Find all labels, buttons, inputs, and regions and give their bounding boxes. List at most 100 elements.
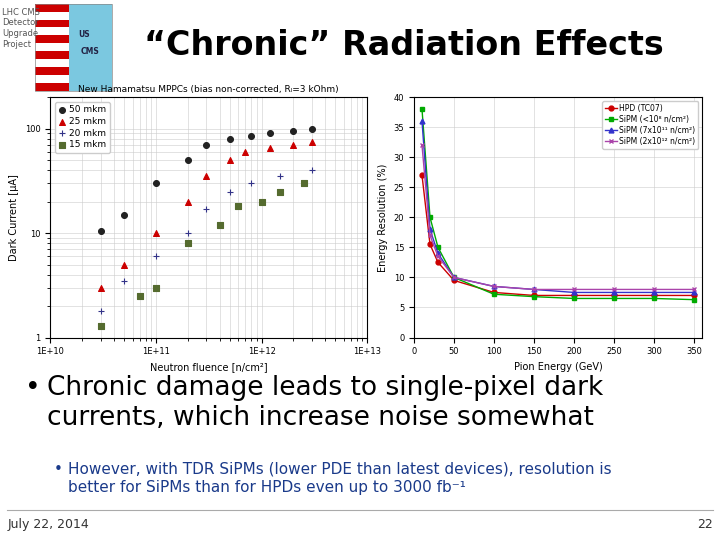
Text: However, with TDR SiPMs (lower PDE than latest devices), resolution is
better fo: However, with TDR SiPMs (lower PDE than … <box>68 462 612 495</box>
50 mkm <box>95 227 107 235</box>
SiPM (<10⁸ n/cm²) <box>690 296 698 303</box>
50 mkm <box>246 132 257 140</box>
Legend: 50 mkm, 25 mkm, 20 mkm, 15 mkm: 50 mkm, 25 mkm, 20 mkm, 15 mkm <box>55 102 110 153</box>
SiPM (<10⁸ n/cm²) <box>570 295 578 302</box>
25 mkm <box>306 137 318 146</box>
HPD (TC07) <box>426 241 434 248</box>
SiPM (2x10¹² n/cm²) <box>610 286 618 293</box>
50 mkm <box>150 179 162 187</box>
25 mkm <box>264 144 276 152</box>
Bar <box>35 83 69 91</box>
15 mkm <box>150 284 162 292</box>
Text: CMS: CMS <box>81 47 100 56</box>
20 mkm <box>224 187 235 196</box>
15 mkm <box>134 292 145 300</box>
SiPM (7x10¹¹ n/cm²) <box>490 283 498 289</box>
Title: New Hamamatsu MPPCs (bias non-corrected, Rₗ=3 kOhm): New Hamamatsu MPPCs (bias non-corrected,… <box>78 85 339 93</box>
20 mkm <box>95 307 107 315</box>
HPD (TC07) <box>570 292 578 299</box>
Text: Chronic damage leads to single-pixel dark
currents, which increase noise somewha: Chronic damage leads to single-pixel dar… <box>47 375 603 431</box>
SiPM (2x10¹² n/cm²) <box>418 142 426 149</box>
50 mkm <box>182 156 194 164</box>
X-axis label: Neutron fluence [n/cm²]: Neutron fluence [n/cm²] <box>150 362 268 372</box>
25 mkm <box>201 172 212 180</box>
25 mkm <box>150 229 162 238</box>
SiPM (7x10¹¹ n/cm²) <box>418 118 426 125</box>
50 mkm <box>287 127 299 136</box>
SiPM (<10⁸ n/cm²) <box>490 291 498 298</box>
Text: LHC CMS
Detector
Upgrade
Project: LHC CMS Detector Upgrade Project <box>2 8 40 49</box>
Line: HPD (TC07): HPD (TC07) <box>420 173 696 298</box>
SiPM (<10⁸ n/cm²) <box>649 295 658 302</box>
SiPM (2x10¹² n/cm²) <box>570 286 578 293</box>
20 mkm <box>150 252 162 261</box>
25 mkm <box>119 260 130 269</box>
Bar <box>35 19 69 28</box>
HPD (TC07) <box>610 292 618 299</box>
25 mkm <box>240 147 251 156</box>
50 mkm <box>264 129 276 138</box>
SiPM (7x10¹¹ n/cm²) <box>433 250 442 256</box>
50 mkm <box>306 124 318 133</box>
Text: July 22, 2014: July 22, 2014 <box>7 518 89 531</box>
HPD (TC07) <box>433 259 442 266</box>
Line: SiPM (2x10¹² n/cm²): SiPM (2x10¹² n/cm²) <box>420 143 696 292</box>
25 mkm <box>287 140 299 149</box>
Text: US: US <box>78 30 90 39</box>
SiPM (<10⁸ n/cm²) <box>450 274 459 281</box>
Y-axis label: Energy Resolution (%): Energy Resolution (%) <box>378 163 388 272</box>
Text: •: • <box>54 462 63 477</box>
15 mkm <box>298 179 310 187</box>
SiPM (2x10¹² n/cm²) <box>426 232 434 239</box>
Bar <box>35 28 69 36</box>
SiPM (7x10¹¹ n/cm²) <box>610 289 618 296</box>
Bar <box>35 36 69 43</box>
15 mkm <box>274 187 286 196</box>
HPD (TC07) <box>649 292 658 299</box>
Bar <box>35 4 69 12</box>
15 mkm <box>214 220 225 229</box>
Bar <box>35 75 69 83</box>
20 mkm <box>246 179 257 187</box>
SiPM (2x10¹² n/cm²) <box>530 286 539 293</box>
SiPM (7x10¹¹ n/cm²) <box>426 226 434 233</box>
15 mkm <box>256 197 267 206</box>
SiPM (<10⁸ n/cm²) <box>433 244 442 251</box>
25 mkm <box>95 284 107 292</box>
HPD (TC07) <box>690 292 698 299</box>
Bar <box>35 43 69 51</box>
SiPM (2x10¹² n/cm²) <box>690 286 698 293</box>
SiPM (2x10¹² n/cm²) <box>433 253 442 260</box>
SiPM (2x10¹² n/cm²) <box>450 274 459 281</box>
SiPM (7x10¹¹ n/cm²) <box>450 274 459 281</box>
HPD (TC07) <box>530 292 539 299</box>
Bar <box>35 12 69 19</box>
SiPM (<10⁸ n/cm²) <box>426 214 434 220</box>
Legend: HPD (TC07), SiPM (<10⁸ n/cm²), SiPM (7x10¹¹ n/cm²), SiPM (2x10¹² n/cm²): HPD (TC07), SiPM (<10⁸ n/cm²), SiPM (7x1… <box>602 101 698 149</box>
15 mkm <box>233 202 244 211</box>
SiPM (7x10¹¹ n/cm²) <box>570 289 578 296</box>
50 mkm <box>119 211 130 219</box>
50 mkm <box>201 140 212 149</box>
25 mkm <box>182 197 194 206</box>
20 mkm <box>119 276 130 285</box>
Text: 22: 22 <box>697 518 713 531</box>
SiPM (<10⁸ n/cm²) <box>418 106 426 112</box>
20 mkm <box>182 229 194 238</box>
HPD (TC07) <box>418 172 426 179</box>
Text: •: • <box>25 375 41 401</box>
SiPM (<10⁸ n/cm²) <box>530 293 539 300</box>
Bar <box>35 59 69 67</box>
20 mkm <box>274 172 286 180</box>
SiPM (<10⁸ n/cm²) <box>610 295 618 302</box>
HPD (TC07) <box>450 277 459 284</box>
15 mkm <box>95 321 107 330</box>
Bar <box>35 4 112 91</box>
Bar <box>35 51 69 59</box>
SiPM (2x10¹² n/cm²) <box>649 286 658 293</box>
Line: SiPM (7x10¹¹ n/cm²): SiPM (7x10¹¹ n/cm²) <box>420 119 696 295</box>
SiPM (2x10¹² n/cm²) <box>490 283 498 289</box>
SiPM (7x10¹¹ n/cm²) <box>690 289 698 296</box>
15 mkm <box>182 239 194 247</box>
25 mkm <box>224 156 235 164</box>
